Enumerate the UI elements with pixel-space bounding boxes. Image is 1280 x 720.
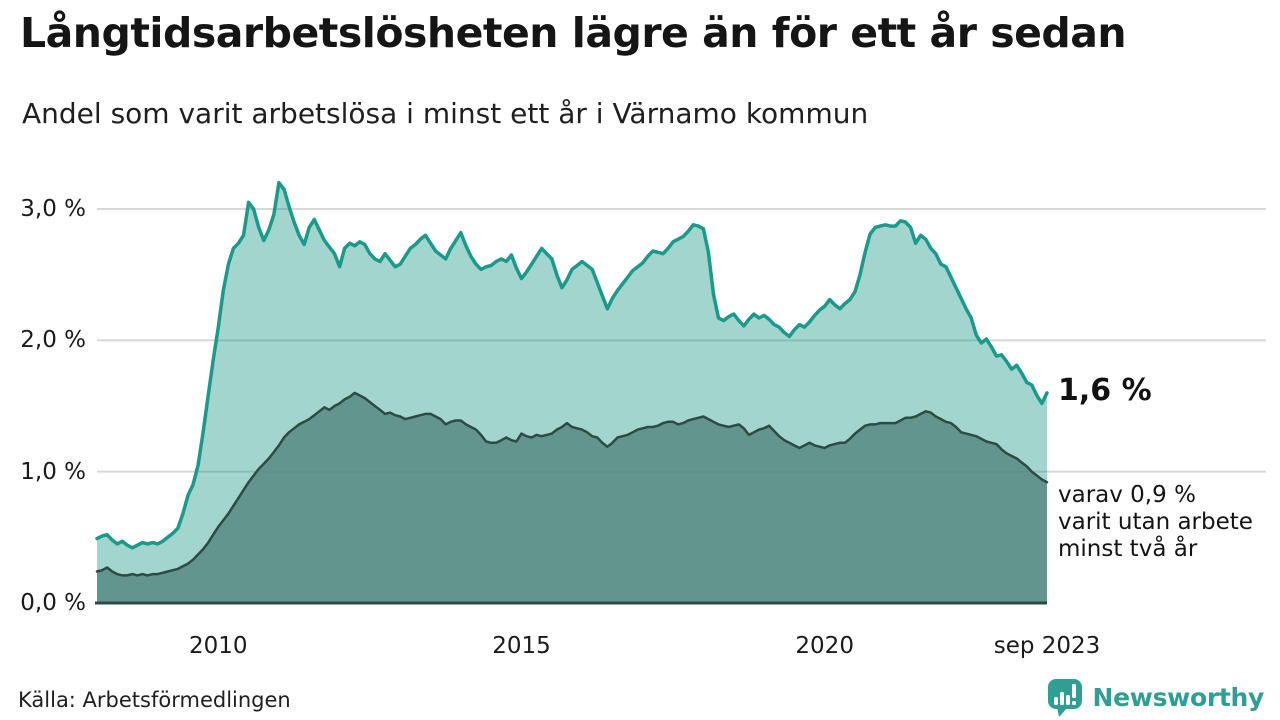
y-tick-1: 1,0 % xyxy=(20,458,86,485)
y-tick-2: 2,0 % xyxy=(20,327,86,354)
newsworthy-wordmark: Newsworthy xyxy=(1092,683,1265,712)
x-tick-sep-2023: sep 2023 xyxy=(993,633,1101,659)
y-tick-3: 3,0 % xyxy=(20,196,86,222)
secondary-annotation-line2: varit utan arbete xyxy=(1058,509,1253,535)
x-tick-2020: 2020 xyxy=(795,633,854,659)
secondary-annotation: varav 0,9 % varit utan arbete minst två … xyxy=(1058,482,1253,563)
x-tick-2010: 2010 xyxy=(189,633,248,659)
series-line-0 xyxy=(95,180,1049,550)
series-area-1 xyxy=(97,392,1047,603)
source-label: Källa: Arbetsförmedlingen xyxy=(18,688,291,712)
secondary-annotation-line1: varav 0,9 % xyxy=(1058,482,1196,508)
newsworthy-icon xyxy=(1047,678,1084,717)
latest-value-label: 1,6 % xyxy=(1058,373,1152,408)
newsworthy-logo-link[interactable]: Newsworthy xyxy=(1047,678,1265,717)
y-tick-0: 0,0 % xyxy=(20,590,86,616)
page-subtitle: Andel som varit arbetslösa i minst ett å… xyxy=(22,97,869,130)
series-line-1 xyxy=(95,391,1049,577)
secondary-annotation-line3: minst två år xyxy=(1058,536,1198,562)
x-tick-2015: 2015 xyxy=(492,633,551,659)
page-title: Långtidsarbetslösheten lägre än för ett … xyxy=(20,9,1127,57)
